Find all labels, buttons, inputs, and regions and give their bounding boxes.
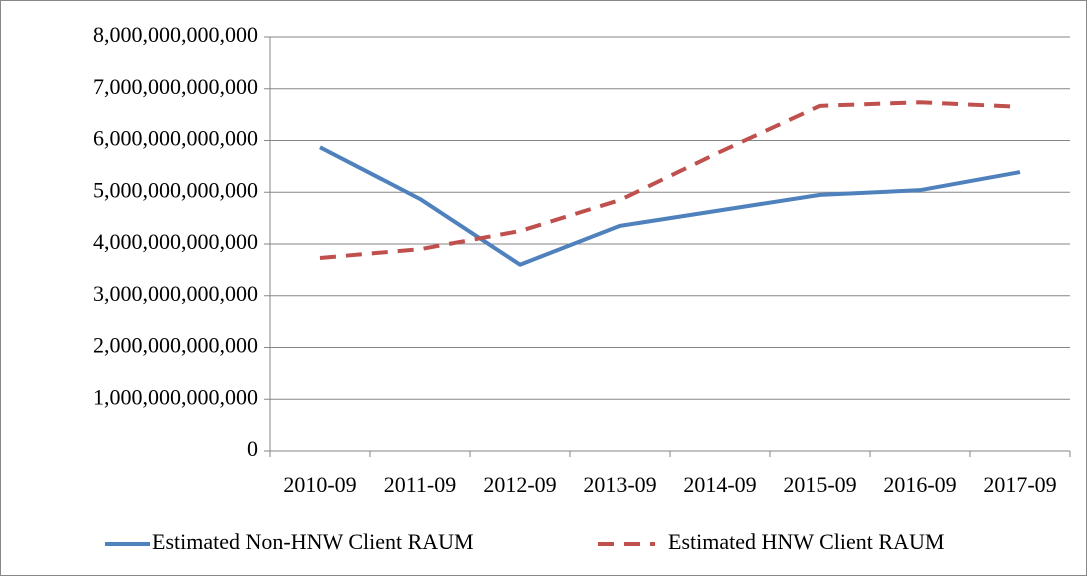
y-tick-label: 6,000,000,000,000	[93, 126, 258, 151]
data-line	[319, 145, 1021, 267]
y-tick-label: 7,000,000,000,000	[93, 74, 258, 99]
x-tick-label: 2013-09	[583, 472, 656, 497]
x-tick-label: 2011-09	[384, 472, 457, 497]
y-tick-label: 8,000,000,000,000	[93, 22, 258, 47]
x-tick-label: 2010-09	[283, 472, 356, 497]
y-tick-label: 4,000,000,000,000	[93, 229, 258, 254]
legend-label: Estimated HNW Client RAUM	[668, 529, 944, 554]
x-tick-label: 2014-09	[683, 472, 756, 497]
x-tick-label: 2012-09	[483, 472, 556, 497]
y-tick-label: 3,000,000,000,000	[93, 281, 258, 306]
x-tick-label: 2016-09	[883, 472, 956, 497]
legend-label: Estimated Non-HNW Client RAUM	[152, 529, 474, 554]
x-tick-label: 2017-09	[983, 472, 1056, 497]
data-line	[319, 100, 1021, 260]
x-tick-label: 2015-09	[783, 472, 856, 497]
y-tick-label: 0	[247, 436, 258, 461]
y-tick-label: 2,000,000,000,000	[93, 333, 258, 358]
y-tick-label: 1,000,000,000,000	[93, 384, 258, 409]
y-tick-label: 5,000,000,000,000	[93, 177, 258, 202]
